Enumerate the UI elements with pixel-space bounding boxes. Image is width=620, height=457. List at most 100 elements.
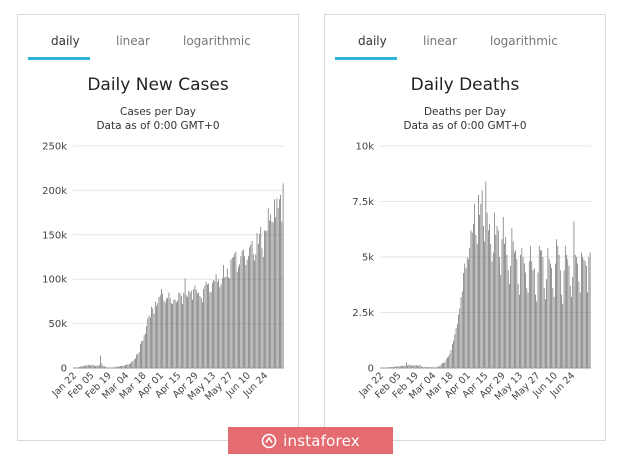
bar xyxy=(414,365,416,368)
active-tab-indicator xyxy=(28,57,90,60)
bar xyxy=(179,293,181,368)
bar xyxy=(281,221,283,368)
bar xyxy=(557,245,559,368)
bar xyxy=(148,315,150,368)
bar xyxy=(454,334,456,368)
bar xyxy=(403,365,405,368)
bar xyxy=(408,364,410,368)
bar xyxy=(442,362,443,368)
chart-tabs: daily linear logarithmic xyxy=(325,15,605,61)
bar xyxy=(215,273,217,368)
bar xyxy=(413,364,415,368)
bar xyxy=(394,366,396,368)
bar xyxy=(104,366,105,368)
bar xyxy=(147,318,149,368)
tab-daily[interactable]: daily xyxy=(358,34,387,48)
bar xyxy=(226,268,228,368)
bar xyxy=(138,352,140,368)
bar xyxy=(243,249,244,368)
y-tick-label: 200k xyxy=(42,186,67,197)
bar xyxy=(159,295,161,368)
bar xyxy=(164,302,166,368)
bar xyxy=(200,297,202,368)
bar xyxy=(228,277,229,368)
bar xyxy=(545,299,546,368)
chart-subtitle: Deaths per Day xyxy=(423,106,507,118)
tab-linear[interactable]: linear xyxy=(116,34,150,48)
bar xyxy=(193,288,195,368)
bar xyxy=(531,261,533,368)
bar xyxy=(176,302,177,368)
data-timestamp: Data as of 0:00 GMT+0 xyxy=(403,120,527,132)
bar xyxy=(146,326,147,368)
bar xyxy=(269,220,270,368)
bar xyxy=(192,299,193,368)
bar xyxy=(249,247,250,368)
bar xyxy=(422,366,423,368)
bar xyxy=(183,292,185,368)
bar xyxy=(584,261,586,368)
bar xyxy=(552,288,554,368)
bar xyxy=(133,359,135,368)
bar xyxy=(450,350,452,368)
bar xyxy=(393,366,395,368)
bar xyxy=(177,300,178,368)
bar xyxy=(136,354,137,368)
bar xyxy=(209,292,211,368)
bar xyxy=(116,366,118,368)
bar xyxy=(478,194,479,368)
bar xyxy=(451,343,453,368)
bar xyxy=(266,230,268,368)
bar xyxy=(562,303,564,368)
bar xyxy=(126,364,128,368)
bar xyxy=(559,270,561,368)
bar xyxy=(234,253,236,368)
bar xyxy=(564,245,566,368)
bar xyxy=(85,365,87,368)
tab-logarithmic[interactable]: logarithmic xyxy=(490,34,558,48)
bar xyxy=(475,234,477,368)
y-tick-label: 10k xyxy=(355,142,374,153)
bar xyxy=(152,308,154,368)
bar xyxy=(583,259,585,368)
bar xyxy=(577,263,579,368)
y-tick-label: 150k xyxy=(42,230,67,241)
bar xyxy=(167,297,169,368)
bar xyxy=(437,366,438,368)
bar xyxy=(419,364,421,368)
bar xyxy=(158,296,160,368)
bar xyxy=(182,304,183,368)
bar xyxy=(537,272,539,368)
bar xyxy=(259,233,260,368)
tab-linear[interactable]: linear xyxy=(423,34,457,48)
bar xyxy=(187,296,188,368)
bar xyxy=(208,283,209,368)
bar xyxy=(568,265,570,368)
bar xyxy=(86,365,88,368)
bar xyxy=(494,212,495,368)
bar xyxy=(97,365,99,368)
tab-daily[interactable]: daily xyxy=(51,34,80,48)
daily-deaths-panel: daily linear logarithmic Daily Deaths De… xyxy=(324,14,606,441)
bar xyxy=(501,239,503,368)
bar xyxy=(185,295,187,368)
bar xyxy=(398,366,400,368)
bar xyxy=(463,272,464,368)
bar xyxy=(418,365,420,368)
bar xyxy=(123,365,125,368)
bar xyxy=(561,294,562,368)
active-tab-indicator xyxy=(335,57,397,60)
tab-logarithmic[interactable]: logarithmic xyxy=(183,34,251,48)
bar xyxy=(438,366,440,368)
bar xyxy=(469,248,471,368)
bar xyxy=(574,254,576,368)
bar xyxy=(153,313,155,368)
bar xyxy=(578,281,580,368)
bar xyxy=(476,243,478,368)
instaforex-watermark: instaforex xyxy=(228,427,393,454)
bar xyxy=(239,264,240,368)
bar xyxy=(497,230,499,368)
bar xyxy=(279,199,280,368)
bar xyxy=(535,294,536,368)
bar xyxy=(198,292,200,368)
